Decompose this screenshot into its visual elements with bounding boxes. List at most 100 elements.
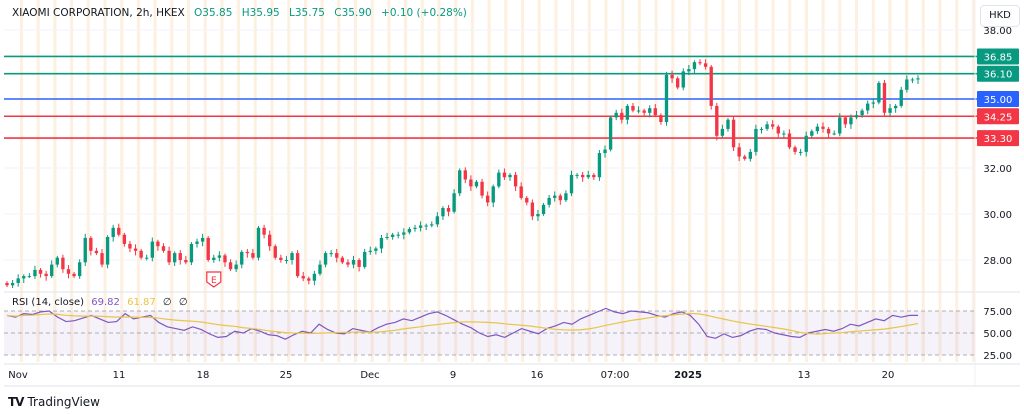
session-separator — [404, 0, 408, 362]
candle-down — [161, 246, 166, 251]
candle-down — [843, 117, 848, 125]
candle-up — [77, 262, 82, 277]
candle-up — [597, 153, 602, 178]
candle-up — [22, 276, 26, 279]
candle-up — [765, 124, 769, 129]
candle-up — [424, 225, 428, 227]
candle-down — [245, 251, 250, 254]
candle-down — [485, 195, 490, 203]
candle-up — [754, 128, 758, 152]
session-separator — [420, 0, 424, 362]
candle-up — [810, 131, 814, 136]
session-separator — [871, 0, 875, 362]
candle-up — [240, 251, 244, 265]
candle-up — [363, 251, 367, 267]
horizontal-levels[interactable]: 36.85 36.10 35.00 34.25 33.30 — [4, 48, 1019, 147]
session-separator — [587, 0, 591, 362]
session-separator — [136, 0, 140, 362]
session-separator — [187, 0, 190, 362]
candle-down — [122, 234, 127, 244]
candle-down — [530, 202, 535, 217]
candle-up — [418, 225, 423, 228]
time-tick-label: 16 — [531, 370, 544, 381]
rsi-tick-label: 75.00 — [983, 307, 1012, 318]
time-tick-label: 25 — [280, 370, 293, 381]
currency-button[interactable]: HKD — [980, 5, 1020, 27]
candle-down — [793, 147, 797, 152]
candle-up — [603, 149, 607, 154]
candle-up — [798, 151, 803, 153]
session-separator — [537, 0, 541, 362]
level-price-tag — [977, 130, 1019, 147]
price-tick-label: 28.00 — [983, 256, 1012, 267]
candle-up — [564, 193, 568, 201]
session-separator — [103, 0, 107, 362]
session-separator — [320, 0, 324, 362]
session-separator — [20, 0, 23, 362]
candle-up — [318, 264, 322, 274]
session-separator — [905, 0, 909, 362]
candle-down — [156, 241, 160, 247]
candle-up — [413, 227, 417, 229]
candle-down — [787, 133, 792, 148]
earnings-marker-shape[interactable] — [206, 271, 222, 288]
candle-down — [340, 257, 345, 263]
candle-up — [390, 234, 395, 237]
session-separator — [237, 0, 241, 362]
session-separator — [738, 0, 742, 362]
session-separator — [604, 0, 608, 362]
candle-up — [748, 151, 753, 159]
session-separator — [270, 0, 274, 362]
earnings-marker[interactable]: E — [206, 271, 222, 288]
ohlc-open: O35.85 — [194, 7, 233, 19]
candle-down — [184, 260, 188, 263]
candle-down — [268, 234, 272, 247]
candle-down — [469, 179, 473, 187]
candle-up — [212, 257, 216, 260]
candle-up — [379, 237, 384, 249]
tradingview-logo-icon: TV — [8, 395, 25, 409]
candle-down — [709, 66, 713, 106]
candle-up — [648, 108, 652, 113]
session-separator — [203, 0, 207, 362]
candle-down — [66, 269, 71, 274]
session-separator — [220, 0, 224, 362]
symbol-title: XIAOMI CORPORATION, 2h, HKEX — [12, 7, 185, 19]
ohlc-low: L35.75 — [289, 7, 325, 19]
rsi-label[interactable]: RSI (14, close) — [12, 297, 85, 308]
session-separator — [36, 0, 40, 362]
session-separator — [86, 0, 90, 362]
price-axis[interactable]: 38.00 32.00 30.00 28.00 75.00 50.00 25.00 — [983, 26, 1012, 362]
earnings-marker-label: E — [211, 276, 217, 286]
session-separator — [688, 0, 691, 362]
level-price-label: 35.00 — [984, 95, 1013, 106]
candle-up — [681, 71, 685, 88]
candle-up — [664, 74, 669, 122]
time-axis[interactable]: Nov 11 18 25 Dec 9 16 07:00 2025 13 20 — [8, 370, 894, 381]
candle-down — [659, 115, 663, 122]
session-separator — [521, 0, 524, 362]
session-separators — [20, 0, 975, 362]
candle-up — [200, 237, 205, 242]
candle-down — [61, 257, 65, 270]
candle-down — [715, 105, 719, 136]
candle-up — [547, 197, 551, 205]
candle-up — [27, 276, 32, 278]
rsi-tick-label: 50.00 — [983, 329, 1012, 340]
level-price-label: 33.30 — [984, 134, 1013, 145]
candle-down — [206, 237, 210, 260]
candle-up — [899, 89, 903, 106]
candle-up — [150, 241, 154, 258]
session-separator — [771, 0, 775, 362]
time-tick-label: 9 — [450, 370, 456, 381]
rsi-tick-label: 25.00 — [983, 351, 1012, 362]
price-tick-label: 38.00 — [983, 26, 1012, 37]
candle-up — [435, 216, 440, 225]
candle-up — [586, 174, 590, 178]
candle-up — [888, 108, 892, 113]
tradingview-logo[interactable]: TV TradingView — [8, 395, 100, 409]
candle-down — [703, 63, 708, 67]
session-separator — [253, 0, 257, 362]
candle-down — [273, 246, 277, 258]
